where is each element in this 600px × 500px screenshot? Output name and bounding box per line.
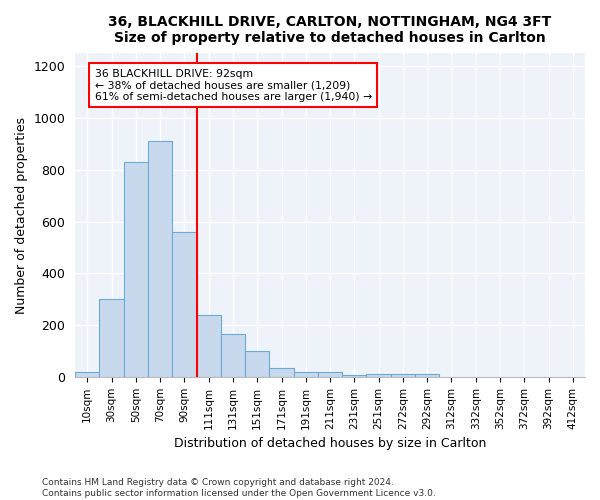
Bar [197, 314, 221, 377]
Bar [269, 368, 293, 377]
Bar [221, 334, 245, 377]
Bar [367, 374, 391, 377]
Bar [172, 232, 197, 377]
Text: Contains HM Land Registry data © Crown copyright and database right 2024.
Contai: Contains HM Land Registry data © Crown c… [42, 478, 436, 498]
Bar [124, 162, 148, 377]
Title: 36, BLACKHILL DRIVE, CARLTON, NOTTINGHAM, NG4 3FT
Size of property relative to d: 36, BLACKHILL DRIVE, CARLTON, NOTTINGHAM… [109, 15, 552, 45]
Text: 36 BLACKHILL DRIVE: 92sqm
← 38% of detached houses are smaller (1,209)
61% of se: 36 BLACKHILL DRIVE: 92sqm ← 38% of detac… [95, 69, 372, 102]
Bar [342, 374, 367, 377]
Bar [100, 299, 124, 377]
Bar [415, 374, 439, 377]
Bar [391, 374, 415, 377]
Bar [245, 351, 269, 377]
X-axis label: Distribution of detached houses by size in Carlton: Distribution of detached houses by size … [174, 437, 486, 450]
Bar [148, 142, 172, 377]
Bar [293, 372, 318, 377]
Bar [75, 372, 100, 377]
Bar [318, 372, 342, 377]
Y-axis label: Number of detached properties: Number of detached properties [15, 116, 28, 314]
